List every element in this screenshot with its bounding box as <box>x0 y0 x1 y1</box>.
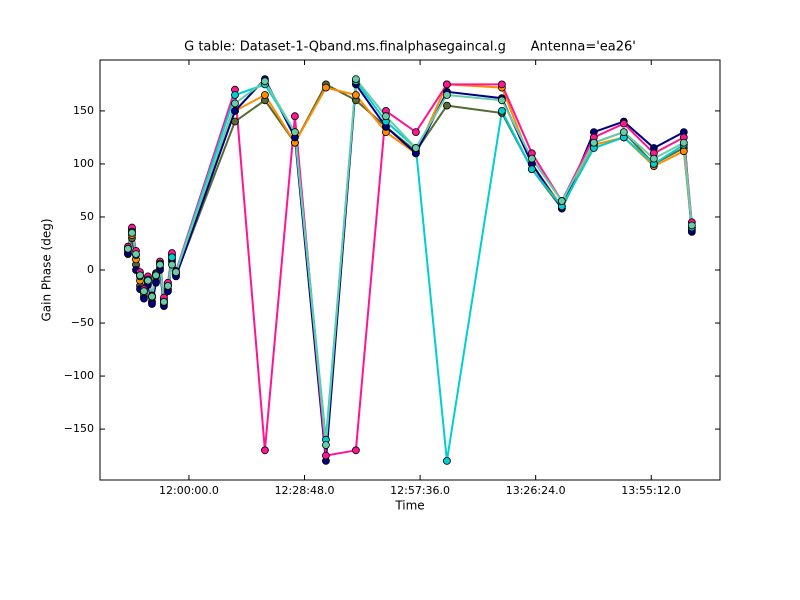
data-point <box>152 278 160 287</box>
data-point <box>527 154 536 163</box>
y-axis-label: Gain Phase (deg) <box>40 218 54 321</box>
data-point <box>168 260 176 269</box>
y-tick-label: 0 <box>87 263 94 276</box>
data-point <box>679 147 688 156</box>
y-tick-label: −150 <box>64 422 94 435</box>
data-point <box>164 282 172 290</box>
data-point <box>351 91 360 99</box>
x-tick-label: 13:26:24.0 <box>506 484 566 497</box>
data-point <box>156 260 164 269</box>
data-point <box>148 300 156 308</box>
data-point <box>557 197 566 205</box>
data-point <box>144 276 152 285</box>
data-point <box>679 138 688 147</box>
data-point <box>619 128 628 137</box>
y-tick-label: −50 <box>71 316 94 329</box>
data-point <box>261 446 269 455</box>
y-tick-label: 100 <box>73 157 94 170</box>
data-point <box>140 287 148 296</box>
data-point <box>322 451 330 460</box>
x-tick-label: 12:57:36.0 <box>390 484 450 497</box>
data-point <box>168 253 176 262</box>
data-point <box>382 112 390 121</box>
data-point <box>132 250 140 258</box>
y-tick-label: 150 <box>73 104 94 117</box>
data-point <box>322 83 330 92</box>
data-point <box>290 112 299 121</box>
data-point <box>411 144 420 152</box>
data-point <box>527 165 536 174</box>
x-tick-label: 12:00:00.0 <box>159 484 219 497</box>
data-point <box>231 99 239 108</box>
data-point <box>124 244 132 253</box>
data-point <box>160 297 168 306</box>
data-point <box>443 80 451 89</box>
y-tick-label: −100 <box>64 369 94 382</box>
data-point <box>443 91 451 99</box>
data-point <box>351 446 360 455</box>
x-axis-label: Time <box>394 499 424 513</box>
data-point <box>497 80 506 89</box>
data-point <box>687 221 696 230</box>
x-tick-label: 12:28:48.0 <box>275 484 335 497</box>
data-point <box>443 457 451 465</box>
data-point <box>136 271 144 280</box>
data-point <box>411 128 420 137</box>
data-point <box>619 119 628 128</box>
chart-title: G table: Dataset-1-Qband.ms.finalphasega… <box>184 40 636 55</box>
data-point <box>231 107 239 115</box>
data-point <box>649 154 658 163</box>
data-point <box>261 91 269 99</box>
data-point <box>231 117 239 126</box>
data-point <box>351 75 360 83</box>
data-point <box>148 292 156 301</box>
data-point <box>443 101 451 110</box>
data-point <box>322 441 330 449</box>
x-tick-label: 13:55:12.0 <box>621 484 681 497</box>
plot-area <box>124 75 696 465</box>
data-point <box>589 138 598 147</box>
data-point <box>497 107 506 115</box>
data-point <box>231 91 239 99</box>
y-tick-label: 50 <box>80 210 94 223</box>
data-point <box>128 228 136 237</box>
data-point <box>290 128 299 137</box>
data-point <box>152 271 160 280</box>
data-point <box>172 268 180 277</box>
data-point <box>497 96 506 105</box>
data-point <box>140 294 148 303</box>
data-point <box>261 77 269 86</box>
